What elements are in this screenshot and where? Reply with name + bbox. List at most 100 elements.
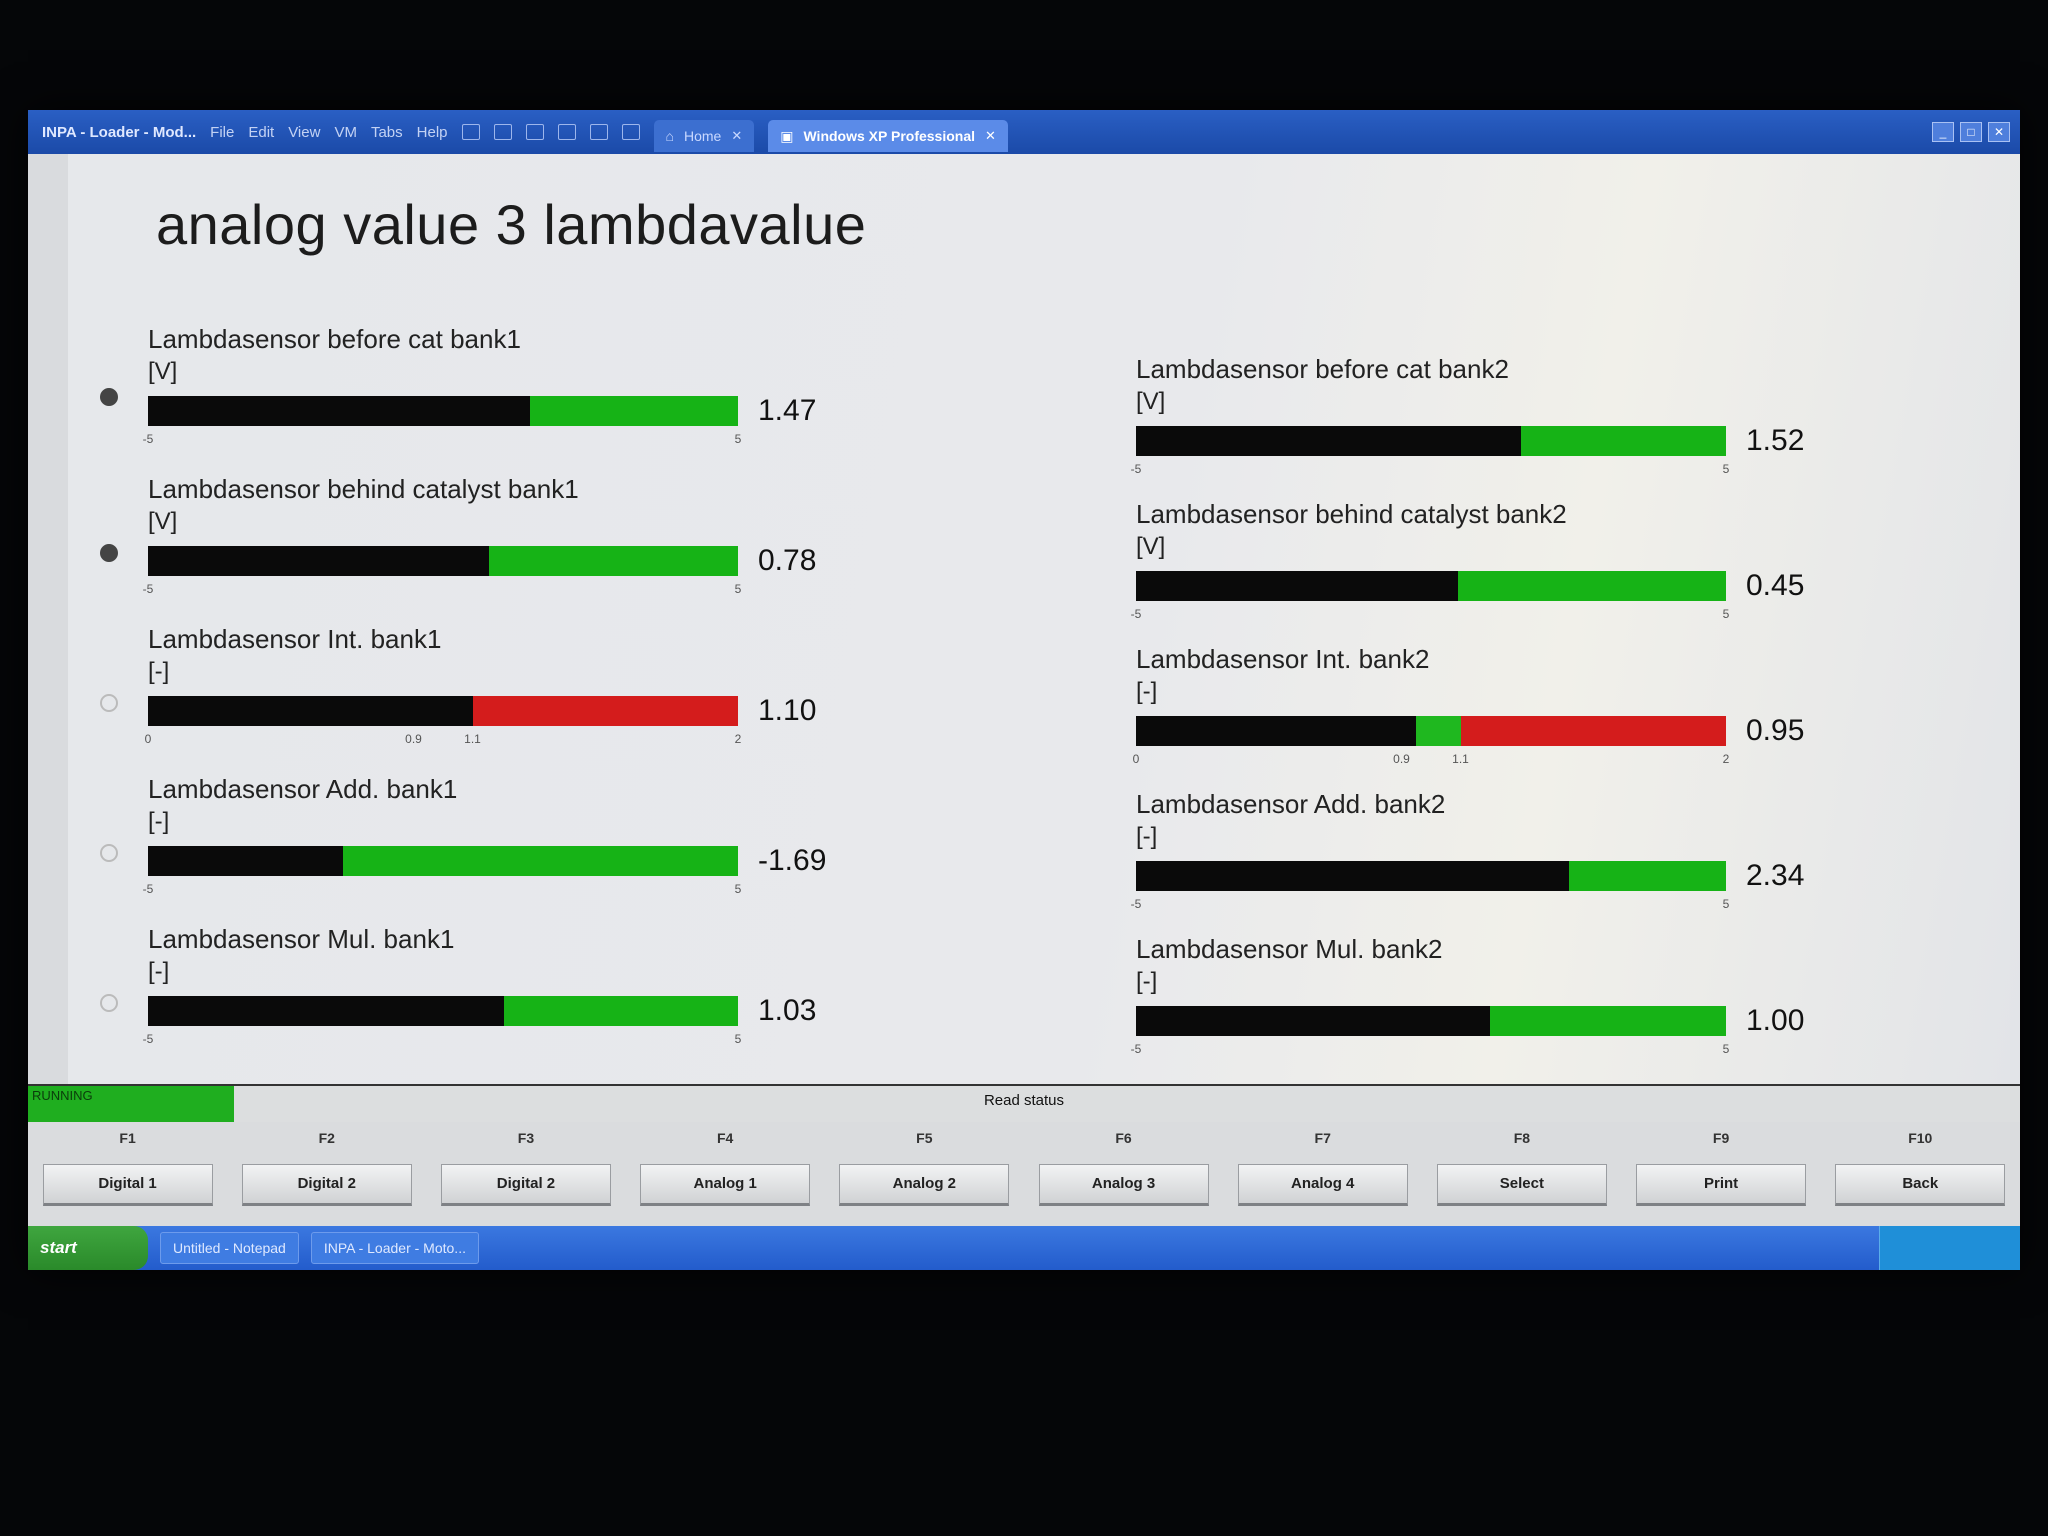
analog-3-button[interactable]: Analog 3 bbox=[1038, 1164, 1209, 1206]
page-title: analog value 3 lambdavalue bbox=[156, 193, 867, 256]
xp-taskbar: start Untitled - Notepad INPA - Loader -… bbox=[28, 1226, 2020, 1270]
taskbar-item-notepad[interactable]: Untitled - Notepad bbox=[160, 1232, 299, 1264]
gauge-tick-label: 5 bbox=[734, 582, 742, 596]
gauge-tick-label: -5 bbox=[1130, 607, 1142, 621]
gauge-unit: [V] bbox=[148, 358, 178, 385]
maximize-icon[interactable]: □ bbox=[1960, 122, 1982, 142]
gauge-value: 1.10 bbox=[758, 694, 817, 727]
gauge-unit: [-] bbox=[148, 958, 170, 985]
status-row: RUNNING Read status bbox=[28, 1084, 2020, 1124]
gauge-unit: [-] bbox=[1136, 678, 1158, 705]
gauge-bar bbox=[1136, 716, 1726, 746]
gauge-unit: [V] bbox=[148, 508, 178, 535]
tab-windows-xp[interactable]: ▣ Windows XP Professional ✕ bbox=[768, 120, 1008, 152]
fullscreen-icon[interactable] bbox=[589, 124, 608, 140]
analog-1-button[interactable]: Analog 1 bbox=[640, 1164, 811, 1206]
gauge-bar bbox=[148, 696, 738, 726]
back-button[interactable]: Back bbox=[1835, 1164, 2006, 1206]
gauge-fill bbox=[148, 546, 490, 576]
fkey-code: F9 bbox=[1712, 1130, 1730, 1146]
digital-2b-button[interactable]: Digital 2 bbox=[440, 1164, 611, 1206]
gauge-tick-label: 0.9 bbox=[1393, 752, 1410, 766]
fkey-code: F6 bbox=[1115, 1130, 1132, 1146]
function-key-row: F1 Digital 1 F2 Digital 2 F3 Digital 2 F4 An… bbox=[28, 1122, 2020, 1226]
unity-icon[interactable] bbox=[621, 124, 640, 140]
menu-edit[interactable]: Edit bbox=[248, 123, 275, 141]
gauge-unit: [-] bbox=[1136, 968, 1158, 995]
gauge-label: Lambdasensor Mul. bank2 bbox=[1136, 934, 1443, 964]
menu-file[interactable]: File bbox=[210, 123, 235, 141]
close-window-icon[interactable]: ✕ bbox=[1988, 122, 2010, 142]
fkey-code: F1 bbox=[119, 1130, 136, 1146]
fkey-code: F5 bbox=[916, 1130, 933, 1146]
gauge-unit: [V] bbox=[1136, 388, 1166, 415]
select-button[interactable]: Select bbox=[1436, 1164, 1607, 1206]
running-indicator: RUNNING bbox=[28, 1086, 234, 1124]
gauge-label: Lambdasensor Int. bank2 bbox=[1136, 644, 1430, 674]
gauge-value: 1.47 bbox=[758, 394, 817, 427]
side-indicator bbox=[100, 994, 118, 1012]
gauge-tick-label: -5 bbox=[1130, 897, 1142, 911]
close-icon[interactable]: ✕ bbox=[985, 128, 996, 143]
gauge-unit: [-] bbox=[1136, 823, 1158, 850]
fkey-f1: F1 Digital 1 bbox=[42, 1122, 213, 1226]
gauge-unit: [-] bbox=[148, 808, 170, 835]
minimize-icon[interactable]: _ bbox=[1932, 122, 1954, 142]
gauge-label: Lambdasensor behind catalyst bank1 bbox=[148, 474, 579, 504]
analog-4-button[interactable]: Analog 4 bbox=[1237, 1164, 1408, 1206]
vm-window: INPA - Loader - Mod... File Edit View VM… bbox=[28, 110, 2020, 1270]
gauge-add-bank2: Lambdasensor Add. bank2 [-] 2.34 -5 5 bbox=[1131, 789, 1936, 939]
gauge-fill bbox=[1136, 426, 1521, 456]
gauge-bar bbox=[148, 846, 738, 876]
system-tray bbox=[1879, 1226, 2020, 1270]
analog-2-button[interactable]: Analog 2 bbox=[839, 1164, 1010, 1206]
revert-icon[interactable] bbox=[525, 124, 544, 140]
gauge-fill bbox=[1136, 861, 1570, 891]
side-indicator bbox=[100, 844, 118, 862]
side-indicator bbox=[100, 544, 118, 562]
fkey-code: F8 bbox=[1513, 1130, 1531, 1146]
gauge-behind-cat-bank2: Lambdasensor behind catalyst bank2 [V] 0… bbox=[1131, 499, 1936, 649]
fkey-code: F3 bbox=[517, 1130, 535, 1146]
pause-icon[interactable] bbox=[461, 124, 480, 140]
menu-tabs[interactable]: Tabs bbox=[370, 123, 403, 141]
gauge-label: Lambdasensor before cat bank2 bbox=[1136, 354, 1509, 384]
gauge-value: 0.78 bbox=[758, 544, 817, 577]
fkey-f10: F10 Back bbox=[1835, 1122, 2006, 1226]
gauge-fill bbox=[148, 396, 530, 426]
menu-help[interactable]: Help bbox=[416, 123, 448, 141]
snapshot-icon[interactable] bbox=[493, 124, 512, 140]
menu-view[interactable]: View bbox=[288, 123, 321, 141]
gauge-tick-label: 5 bbox=[1722, 1042, 1730, 1056]
gauge-unit: [V] bbox=[1136, 533, 1166, 560]
gauge-label: Lambdasensor before cat bank1 bbox=[148, 324, 521, 354]
taskbar-item-inpa[interactable]: INPA - Loader - Moto... bbox=[310, 1232, 479, 1264]
close-icon[interactable]: ✕ bbox=[731, 128, 743, 143]
fkey-code: F7 bbox=[1314, 1130, 1331, 1146]
gauge-tick-label: -5 bbox=[142, 1032, 154, 1046]
print-button[interactable]: Print bbox=[1636, 1164, 1807, 1206]
gauge-bar bbox=[148, 996, 738, 1026]
gauge-label: Lambdasensor Add. bank2 bbox=[1136, 789, 1446, 819]
gauge-tick-label: 5 bbox=[1722, 607, 1730, 621]
gauge-tick-label: 5 bbox=[1722, 462, 1730, 476]
gauge-tick-label: 0 bbox=[144, 732, 152, 746]
tab-home[interactable]: ⌂ Home ✕ bbox=[653, 120, 755, 152]
digital-1-button[interactable]: Digital 1 bbox=[42, 1164, 213, 1206]
gauge-tick-label: -5 bbox=[142, 432, 154, 446]
gauge-tick-label: 0.9 bbox=[405, 732, 422, 746]
menu-vm[interactable]: VM bbox=[334, 123, 357, 141]
gauge-tick-label: 5 bbox=[734, 882, 742, 896]
manage-icon[interactable] bbox=[557, 124, 576, 140]
digital-2-button[interactable]: Digital 2 bbox=[241, 1164, 412, 1206]
fkey-f5: F5 Analog 2 bbox=[839, 1122, 1010, 1226]
start-button[interactable]: start bbox=[28, 1226, 148, 1270]
gauge-tick-label: 5 bbox=[734, 1032, 742, 1046]
inpa-panel: analog value 3 lambdavalue Lambdasensor … bbox=[68, 154, 2020, 1084]
gauge-bar bbox=[1136, 1006, 1726, 1036]
gauge-tick-label: -5 bbox=[1130, 1042, 1142, 1056]
gauge-bar bbox=[148, 546, 738, 576]
gauge-fill bbox=[1136, 1006, 1490, 1036]
gauge-before-cat-bank1: Lambdasensor before cat bank1 [V] 1.47 -… bbox=[143, 324, 948, 474]
fkey-f9: F9 Print bbox=[1636, 1122, 1807, 1226]
